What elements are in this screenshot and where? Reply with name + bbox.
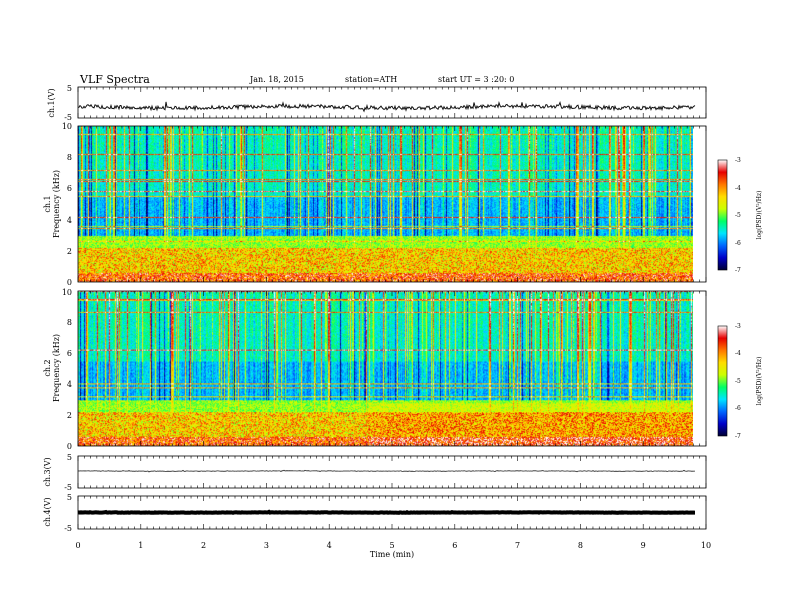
ch3-waveform-panel: 5 -5 ch.3(V)	[43, 453, 707, 492]
time-tick-label: 2	[201, 541, 206, 550]
figure-title: VLF Spectra	[79, 73, 150, 86]
time-tick-label: 4	[327, 541, 332, 550]
ch1-ytick-0: 0	[67, 278, 72, 287]
ch2-frequency-label: Frequency (kHz)	[52, 334, 61, 402]
ch2-ytick-10: 10	[62, 288, 72, 297]
time-tick-label: 0	[75, 541, 80, 550]
date-label: Jan. 18, 2015	[249, 75, 304, 84]
ch4-ylabel: ch.4(V)	[43, 497, 52, 526]
ch2-cb-tick-m4: -4	[735, 350, 741, 357]
ch2-colorbar	[718, 326, 727, 436]
ch2-channel-label: ch.2	[43, 359, 52, 376]
ch1-colorbar	[718, 160, 727, 270]
ch1-trace	[78, 100, 696, 113]
ch2-ytick-4: 4	[67, 380, 72, 389]
ch1-cb-tick-m4: -4	[735, 185, 741, 192]
ch2-cb-tick-m3: -3	[735, 323, 741, 330]
ch1-cb-tick-m3: -3	[735, 157, 741, 164]
time-tick-label: 3	[264, 541, 269, 550]
ch2-spectrogram-heatmap	[78, 291, 693, 446]
ch2-cb-tick-m6: -6	[735, 405, 741, 412]
ch1-ytick-10: 10	[62, 122, 72, 131]
ch2-ytick-8: 8	[67, 318, 72, 327]
ch4-ytick-bottom: -5	[64, 524, 72, 533]
time-axis-tick-marks	[77, 87, 707, 529]
ch4-ytick-top: 5	[67, 493, 72, 502]
ch4-waveform-panel: 5 -5 ch.4(V)	[43, 493, 707, 533]
ch1-cb-tick-m5: -5	[735, 212, 741, 219]
ch1-channel-label: ch.1	[43, 195, 52, 212]
ch1-ytick-top: 5	[67, 84, 72, 93]
ch4-trace	[77, 509, 695, 515]
ch1-cb-tick-m7: -7	[735, 267, 741, 274]
start-time-label: start UT = 3 :20: 0	[438, 75, 514, 84]
ch2-cb-tick-m5: -5	[735, 378, 741, 385]
ch1-ytick-bottom: -5	[64, 113, 72, 122]
ch2-ytick-2: 2	[67, 411, 72, 420]
ch3-trace	[77, 469, 695, 473]
time-tick-label: 9	[641, 541, 646, 550]
ch1-freq-ticks: 0 2 4 6 8 10	[62, 122, 72, 287]
ch1-frequency-label: Frequency (kHz)	[52, 170, 61, 238]
ch3-ylabel: ch.3(V)	[43, 457, 52, 486]
ch2-ytick-6: 6	[67, 349, 72, 358]
ch3-ytick-top: 5	[67, 453, 72, 462]
ch1-ytick-6: 6	[67, 184, 72, 193]
time-tick-label: 1	[138, 541, 143, 550]
time-tick-label: 10	[701, 541, 711, 550]
time-axis: 0 1 2 3 4 5 6 7 8 9 10	[75, 541, 711, 550]
ch2-freq-ticks: 0 2 4 6 8 10	[62, 288, 72, 451]
ch2-colorbar-label: log(PSD)(V²/Hz)	[756, 357, 763, 406]
time-tick-label: 6	[452, 541, 457, 550]
time-axis-label: Time (min)	[370, 550, 414, 559]
time-tick-label: 7	[515, 541, 520, 550]
ch1-cb-tick-m6: -6	[735, 240, 741, 247]
time-tick-label: 8	[578, 541, 583, 550]
ch1-colorbar-label: log(PSD)(V²/Hz)	[756, 191, 763, 240]
ch1-waveform-panel: 5 -5 ch.1(V)	[47, 84, 707, 122]
ch1-spectrogram-panel: 0 2 4 6 8 10 ch.1 Frequency (kHz) -3 -4 …	[43, 122, 763, 287]
ch1-ytick-2: 2	[67, 247, 72, 256]
ch1-ytick-4: 4	[67, 216, 72, 225]
ch1-ytick-8: 8	[67, 153, 72, 162]
station-label: station=ATH	[345, 75, 397, 84]
time-tick-label: 5	[389, 541, 394, 550]
ch1-ylabel: ch.1(V)	[47, 88, 56, 117]
ch2-spectrogram-panel: 0 2 4 6 8 10 ch.2 Frequency (kHz) -3 -4 …	[43, 288, 763, 451]
ch2-ytick-0: 0	[67, 442, 72, 451]
ch1-spectrogram-heatmap	[78, 126, 693, 282]
ch3-ytick-bottom: -5	[64, 483, 72, 492]
ch2-cb-tick-m7: -7	[735, 433, 741, 440]
